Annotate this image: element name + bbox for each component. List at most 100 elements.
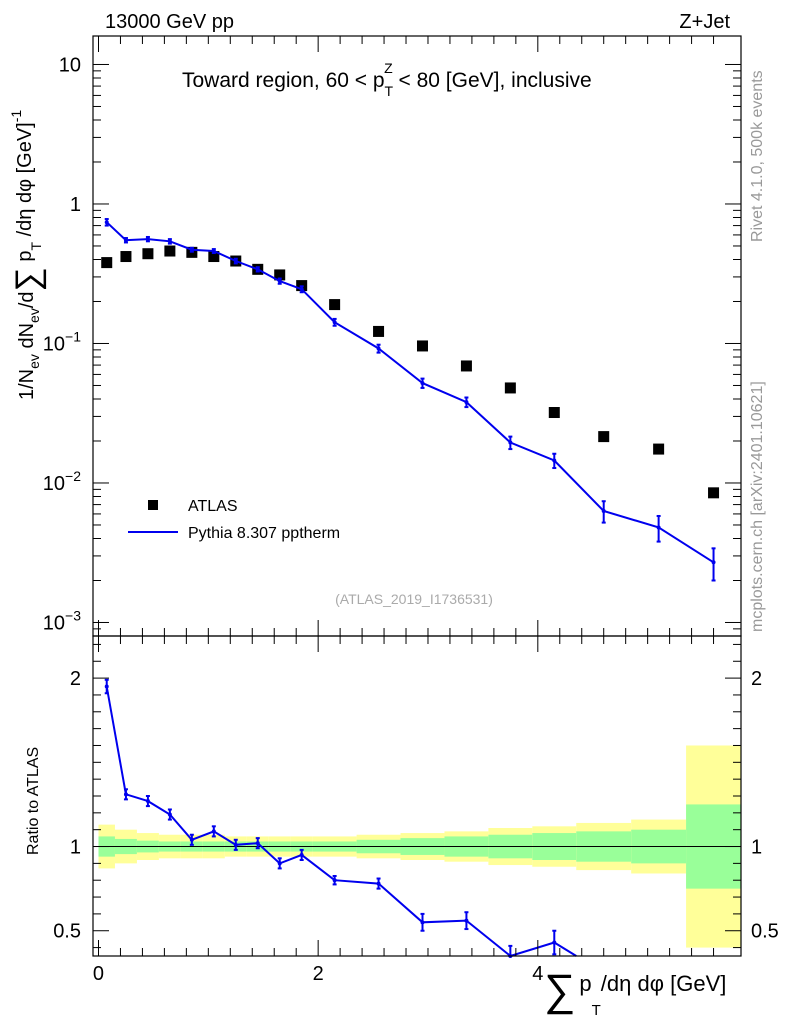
- title-sup: Z: [384, 60, 393, 76]
- xlabel-p: p: [579, 971, 591, 996]
- main-y-axis-label: 1/Nev dNev/d∑ pT /dη dφ [GeV]-1: [8, 110, 47, 400]
- main-y-tick-label: 1: [70, 194, 81, 216]
- main-y-tick-label-base: 10: [43, 473, 65, 495]
- ratio-tick-labels: 0.5 0.5 1 1 2 2 0 2 4: [53, 668, 779, 985]
- atlas-point: [548, 407, 560, 419]
- ylabel-part4: p: [14, 251, 36, 268]
- ratio-plot-panel: 0.5 0.5 1 1 2 2 0 2 4: [53, 635, 779, 985]
- main-y-tick-label: 10−1: [43, 328, 81, 355]
- pythia-point: [332, 320, 337, 325]
- chart-title: Toward region, 60 < pTZ < 80 [GeV], incl…: [182, 60, 592, 99]
- ratio-y-tick-label-right: 2: [751, 668, 762, 690]
- pythia-point: [464, 400, 469, 405]
- ratio-point: [376, 881, 381, 886]
- ratio-y-axis-label: Ratio to ATLAS: [25, 747, 42, 855]
- title-sub: T: [385, 83, 394, 99]
- atlas-point: [274, 269, 286, 281]
- pythia-point: [508, 440, 513, 445]
- ylabel-part3: /d: [16, 291, 38, 308]
- ratio-point: [233, 842, 238, 847]
- energy-label: 13000 GeV pp: [105, 11, 234, 33]
- ylabel-part1: 1/N: [16, 369, 38, 400]
- legend-atlas-label: ATLAS: [188, 498, 238, 515]
- ratio-point: [123, 792, 128, 797]
- main-y-tick-label: 10−3: [43, 607, 81, 634]
- x-tick-label: 2: [313, 963, 324, 985]
- ratio-y-tick-label-right: 1: [751, 837, 762, 859]
- atlas-point: [208, 251, 220, 263]
- x-axis-label: ∑ pT/dη dφ [GeV]: [544, 966, 726, 1019]
- ratio-y-tick-label-right: 0.5: [751, 921, 779, 943]
- pythia-point: [104, 220, 109, 225]
- ratio-point: [552, 940, 557, 945]
- legend-pythia-label: Pythia 8.307 pptherm: [188, 525, 340, 542]
- process-label: Z+Jet: [679, 11, 730, 33]
- ratio-point: [299, 852, 304, 857]
- atlas-point: [164, 245, 176, 257]
- ratio-y-tick-label: 1: [70, 837, 81, 859]
- ratio-line: [105, 686, 577, 958]
- ratio-point: [145, 799, 150, 804]
- ratio-y-tick-label: 0.5: [53, 921, 81, 943]
- atlas-point: [142, 248, 154, 260]
- legend-atlas-marker: [148, 500, 158, 510]
- ratio-point: [332, 878, 337, 883]
- pythia-point: [167, 239, 172, 244]
- atlas-point: [504, 382, 516, 394]
- ylabel-part2: dN: [16, 323, 38, 354]
- xlabel-sub-t: T: [592, 1002, 601, 1019]
- pythia-point: [552, 458, 557, 463]
- title-pre: Toward region, 60 < p: [182, 69, 385, 92]
- ratio-point: [104, 684, 109, 689]
- atlas-point: [460, 360, 472, 372]
- ratio-point: [464, 918, 469, 923]
- ylabel-sum: ∑: [9, 267, 47, 291]
- ylabel-sub-ev1: ev: [26, 354, 42, 369]
- pythia-point: [711, 560, 716, 565]
- atlas-point: [120, 251, 132, 263]
- title-post: < 80 [GeV], inclusive: [393, 69, 592, 92]
- ratio-point: [255, 841, 260, 846]
- rivet-label: Rivet 4.1.0, 500k events: [749, 70, 766, 242]
- svg-text:∑pT/dη dφ [GeV]: ∑ pT/dη dφ [GeV]: [544, 966, 726, 1019]
- main-y-tick-label-exp: −3: [65, 607, 81, 623]
- pythia-point: [299, 287, 304, 292]
- x-tick-label: 0: [93, 963, 104, 985]
- ratio-point: [189, 837, 194, 842]
- main-y-tick-label-exp: −1: [65, 328, 81, 344]
- atlas-point: [416, 340, 428, 352]
- atlas-point: [708, 487, 720, 499]
- ylabel-sub-t: T: [28, 242, 44, 251]
- ratio-y-tick-label: 2: [70, 668, 81, 690]
- atlas-point: [329, 299, 341, 311]
- ylabel-part5: /dη dφ [GeV]: [14, 122, 36, 242]
- xlabel-rest: /dη dφ [GeV]: [601, 971, 727, 996]
- main-y-tick-label-base: 10: [43, 333, 65, 355]
- main-y-tick-label: 10−2: [43, 468, 81, 495]
- ratio-point: [167, 812, 172, 817]
- ratio-point: [420, 920, 425, 925]
- main-data-marks: [101, 218, 720, 582]
- xlabel-sum: ∑: [544, 966, 575, 1015]
- main-axis-ticks: [93, 36, 741, 637]
- pythia-point: [601, 508, 606, 513]
- main-y-tick-label-base: 10: [43, 612, 65, 634]
- main-plot-frame: [92, 35, 742, 637]
- pythia-point: [145, 237, 150, 242]
- svg-text:1/Nev dNev/d∑ pT /dη dφ [GeV]: 1/Nev dNev/d∑ pT /dη dφ [GeV]-1: [8, 110, 47, 400]
- pythia-point: [656, 525, 661, 530]
- pythia-point: [123, 238, 128, 243]
- main-y-tick-label: 10: [59, 54, 81, 76]
- pythia-point: [189, 247, 194, 252]
- pythia-point: [277, 279, 282, 284]
- reference-tag: (ATLAS_2019_I1736531): [335, 591, 493, 607]
- ratio-axis-ticks: [93, 636, 741, 956]
- atlas-point: [598, 431, 610, 443]
- ylabel-sub-ev2: ev: [26, 308, 42, 323]
- ratio-plot-frame: [92, 635, 742, 957]
- ylabel-sup: -1: [8, 110, 24, 123]
- pythia-point: [255, 267, 260, 272]
